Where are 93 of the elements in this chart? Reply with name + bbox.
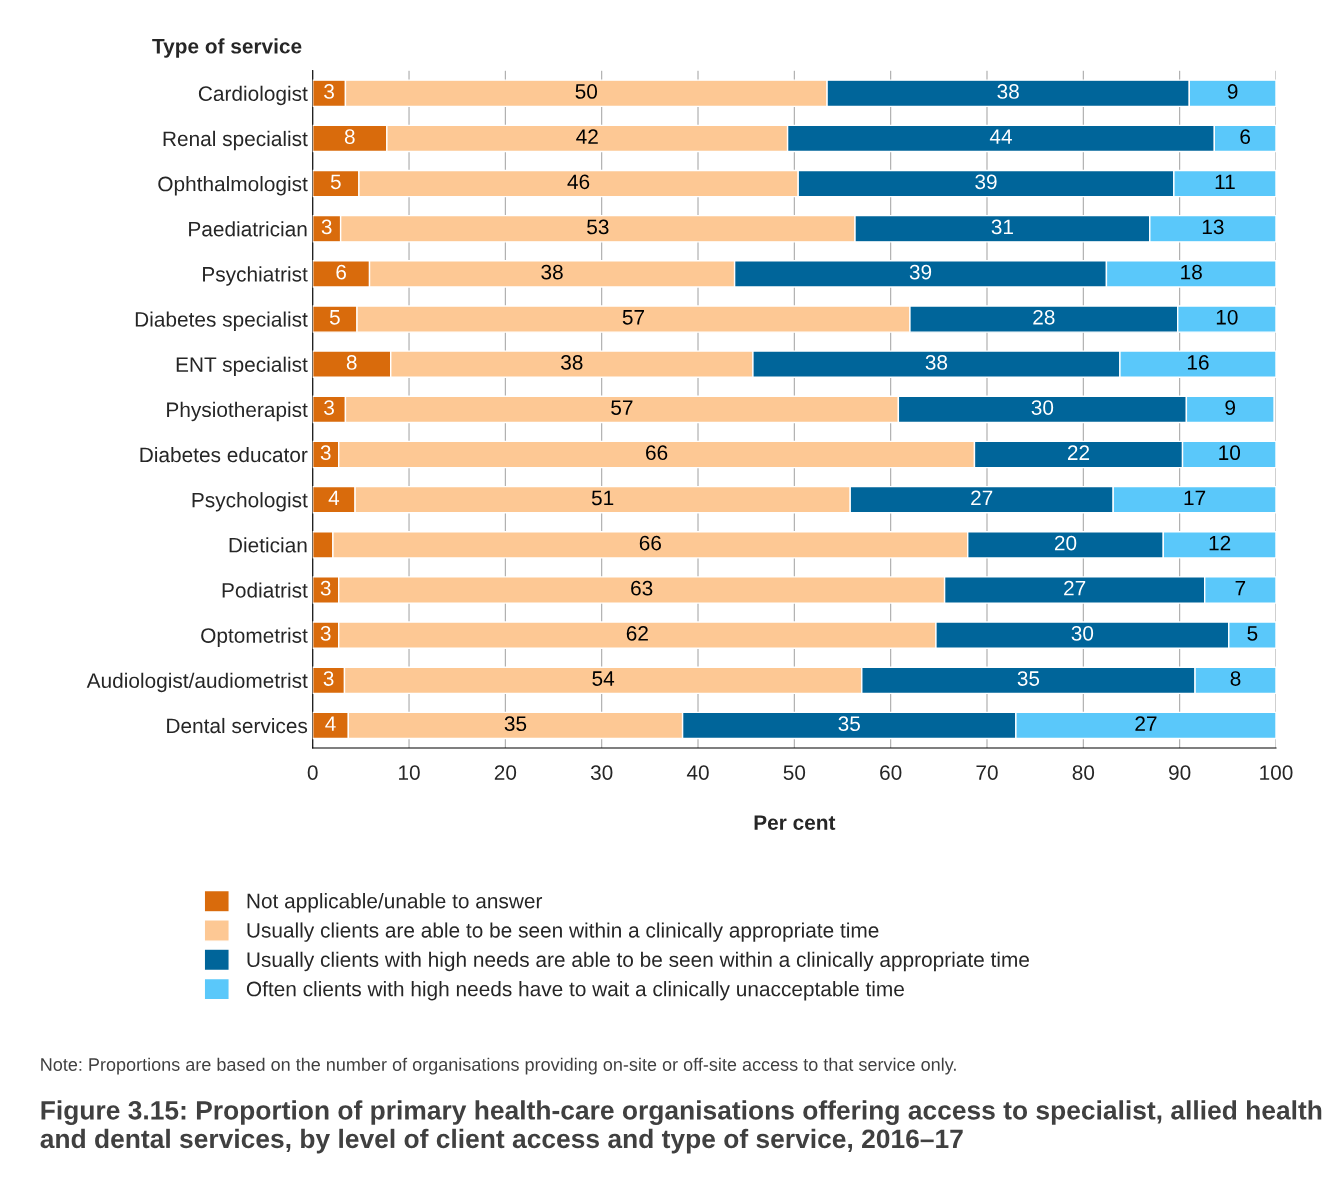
- x-tick-label: 90: [1169, 765, 1191, 780]
- data-label: 4: [328, 490, 340, 506]
- data-label: 42: [576, 129, 598, 144]
- legend-label: Usually clients with high needs are able to be seen within a clinically appropriate time: [247, 951, 1029, 972]
- data-label: 27: [1135, 716, 1157, 731]
- data-label: 38: [561, 355, 583, 370]
- y-tick-label: Diabetes specialist: [135, 311, 308, 331]
- legend-label: Usually clients are able to be seen within a clinically appropriate time: [247, 922, 879, 942]
- data-label: 66: [646, 445, 668, 461]
- y-tick-label: Paediatrician: [189, 221, 307, 237]
- data-label: 17: [1184, 490, 1206, 506]
- data-label: 9: [1225, 400, 1236, 415]
- y-axis-title: Type of service: [152, 38, 302, 58]
- data-label: 12: [1209, 535, 1231, 551]
- x-tick-label: 30: [590, 765, 613, 780]
- data-label: 3: [324, 400, 334, 415]
- x-tick-label: 60: [880, 765, 902, 780]
- data-label: 54: [592, 671, 615, 686]
- x-tick-label: 100: [1260, 765, 1293, 780]
- data-label: 4: [325, 716, 336, 731]
- data-label: 38: [925, 355, 948, 370]
- data-label: 9: [1227, 84, 1238, 99]
- data-label: 62: [626, 625, 648, 641]
- data-label: 38: [541, 264, 563, 280]
- y-tick-label: ENT specialist: [176, 356, 308, 377]
- data-label: 22: [1067, 445, 1090, 460]
- data-label: 16: [1187, 355, 1209, 370]
- data-label: 30: [1071, 625, 1094, 641]
- data-label: 18: [1181, 264, 1202, 280]
- y-tick-label: Optometrist: [201, 627, 308, 648]
- x-tick-label: 20: [494, 765, 517, 780]
- data-label: 50: [575, 84, 598, 99]
- data-label: 8: [344, 129, 355, 145]
- y-tick-label: Podiatrist: [222, 582, 308, 598]
- data-label: 13: [1202, 219, 1224, 235]
- data-label: 57: [622, 310, 645, 325]
- data-label: 11: [1215, 174, 1235, 189]
- data-label: 51: [591, 490, 614, 506]
- text: Note: Proportions are based on the number of organisations providing on-site or off-site access to that service only.: [41, 1057, 956, 1075]
- data-label: 5: [330, 174, 341, 190]
- data-label: 44: [989, 129, 1012, 144]
- data-label: 30: [1031, 400, 1054, 415]
- x-tick-label: 40: [686, 765, 709, 780]
- y-tick-label: Psychologist: [192, 492, 308, 512]
- y-tick-label: Ophthalmologist: [158, 176, 308, 196]
- data-label: 38: [997, 84, 1019, 99]
- data-label: 66: [639, 535, 661, 551]
- legend-label: Often clients with high needs have to wait a clinically unacceptable time: [246, 981, 904, 1001]
- data-label: 3: [321, 219, 332, 235]
- data-label: 5: [1247, 626, 1258, 641]
- data-label: 39: [909, 264, 932, 280]
- data-label: 46: [567, 174, 590, 190]
- y-tick-label: Diabetes educator: [140, 446, 308, 463]
- y-tick-label: Dietician: [229, 537, 307, 553]
- data-label: 3: [323, 671, 334, 686]
- data-label: 8: [346, 355, 357, 370]
- x-axis-title: Per cent: [754, 815, 836, 830]
- data-label: 27: [971, 490, 993, 506]
- data-label: 6: [1240, 129, 1251, 145]
- data-label: 6: [336, 264, 346, 280]
- data-label: 3: [320, 580, 331, 596]
- y-tick-label: Cardiologist: [198, 85, 308, 106]
- data-label: 8: [1230, 671, 1241, 686]
- text: Figure 3.15: Proportion of primary health-care organisations offering access to specialist, allied health and dental services, by level of client access and type of service, 2016–17: [40, 1100, 1322, 1154]
- data-label: 3: [320, 445, 331, 461]
- x-tick-label: 70: [976, 765, 998, 780]
- data-label: 5: [329, 310, 340, 325]
- data-label: 63: [631, 580, 653, 596]
- y-tick-label: Audiologist/audiometrist: [86, 672, 308, 693]
- legend-label: Not applicable/unable to answer: [247, 893, 543, 913]
- data-label: 28: [1033, 309, 1055, 325]
- data-label: 27: [1064, 580, 1086, 596]
- y-tick-label: Renal specialist: [163, 130, 308, 151]
- data-label: 10: [1216, 309, 1238, 325]
- data-label: 53: [587, 219, 609, 235]
- data-label: 39: [975, 174, 997, 190]
- data-label: 3: [324, 84, 334, 99]
- x-tick-label: 50: [783, 765, 806, 780]
- x-tick-label: 80: [1072, 765, 1095, 780]
- y-tick-label: Dental services: [167, 717, 308, 734]
- x-tick-label: 0: [307, 765, 318, 780]
- data-label: 20: [1054, 535, 1077, 551]
- data-label: 35: [838, 716, 860, 732]
- data-label: 35: [1017, 671, 1040, 686]
- data-label: 35: [504, 716, 527, 732]
- y-tick-label: Psychiatrist: [203, 266, 308, 286]
- y-tick-label: Physiotherapist: [167, 401, 308, 422]
- data-label: 57: [611, 400, 633, 415]
- data-label: 3: [320, 625, 331, 641]
- data-label: 7: [1235, 581, 1246, 596]
- data-label: 10: [1219, 445, 1241, 461]
- x-tick-label: 10: [399, 765, 420, 780]
- data-label: 31: [991, 219, 1013, 235]
